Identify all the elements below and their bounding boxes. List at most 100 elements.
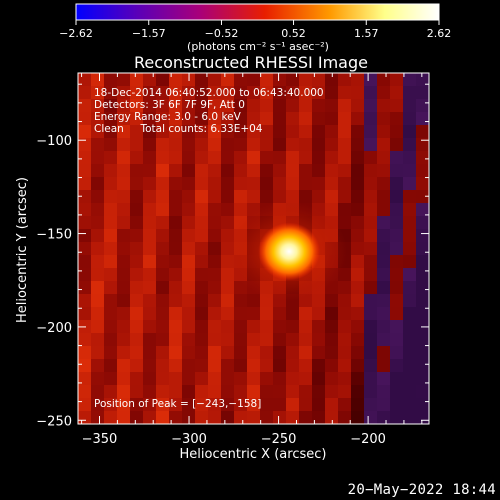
- heatmap-cell: [182, 138, 196, 152]
- heatmap-cell: [338, 112, 352, 126]
- heatmap-cell: [247, 177, 261, 191]
- heatmap-cell: [377, 385, 391, 399]
- heatmap-cell: [117, 229, 131, 243]
- heatmap-cell: [143, 86, 157, 100]
- heatmap-cell: [195, 125, 209, 139]
- heatmap-cell: [299, 190, 313, 204]
- heatmap-cell: [156, 164, 170, 178]
- heatmap-cell: [104, 151, 118, 165]
- annotation-line: Energy Range: 3.0 - 6.0 keV: [94, 111, 242, 123]
- heatmap-cell: [182, 203, 196, 217]
- heatmap-cell: [247, 138, 261, 152]
- heatmap-cell: [117, 164, 131, 178]
- heatmap-cell: [390, 359, 404, 373]
- heatmap-cell: [208, 203, 222, 217]
- heatmap-cell: [416, 73, 429, 87]
- heatmap-cell: [403, 411, 417, 424]
- heatmap-cell: [260, 385, 274, 399]
- heatmap-cell: [247, 359, 261, 373]
- heatmap-cell: [169, 398, 183, 412]
- heatmap-cell: [143, 190, 157, 204]
- heatmap-cell: [104, 359, 118, 373]
- heatmap-cell: [403, 164, 417, 178]
- heatmap-cell: [169, 73, 183, 87]
- heatmap-cell: [312, 307, 326, 321]
- heatmap-cell: [182, 255, 196, 269]
- heatmap-cell: [78, 151, 92, 165]
- heatmap-cell: [208, 333, 222, 347]
- heatmap-cell: [208, 242, 222, 256]
- heatmap-cell: [286, 164, 300, 178]
- heatmap-cell: [221, 281, 235, 295]
- heatmap-cell: [325, 346, 339, 360]
- heatmap-cell: [221, 268, 235, 282]
- heatmap-cell: [182, 242, 196, 256]
- heatmap-cell: [104, 190, 118, 204]
- heatmap-cell: [351, 86, 365, 100]
- heatmap-cell: [390, 112, 404, 126]
- heatmap-cell: [78, 398, 92, 412]
- heatmap-cell: [273, 164, 287, 178]
- heatmap-cell: [91, 346, 105, 360]
- heatmap-cell: [156, 151, 170, 165]
- heatmap-cell: [351, 255, 365, 269]
- heatmap-cell: [221, 203, 235, 217]
- heatmap-cell: [377, 398, 391, 412]
- heatmap-cell: [182, 398, 196, 412]
- heatmap-cell: [273, 86, 287, 100]
- heatmap-cell: [234, 177, 248, 191]
- heatmap-cell: [416, 203, 429, 217]
- heatmap-cell: [130, 372, 144, 386]
- heatmap-cell: [195, 346, 209, 360]
- heatmap-cell: [299, 177, 313, 191]
- heatmap-cell: [234, 333, 248, 347]
- heatmap-cell: [104, 294, 118, 308]
- heatmap-cell: [338, 346, 352, 360]
- heatmap-cell: [390, 346, 404, 360]
- heatmap-cell: [182, 112, 196, 126]
- heatmap-cell: [91, 112, 105, 126]
- heatmap-cell: [91, 359, 105, 373]
- heatmap-cell: [117, 216, 131, 230]
- heatmap-cell: [351, 216, 365, 230]
- heatmap-cell: [390, 333, 404, 347]
- heatmap-cell: [234, 190, 248, 204]
- heatmap-cell: [156, 177, 170, 191]
- heatmap-cell: [338, 73, 352, 87]
- heatmap-cell: [182, 177, 196, 191]
- heatmap-cell: [260, 177, 274, 191]
- heatmap-cell: [117, 398, 131, 412]
- heatmap-cell: [78, 229, 92, 243]
- heatmap-cell: [208, 190, 222, 204]
- heatmap-cell: [221, 333, 235, 347]
- heatmap-cell: [169, 385, 183, 399]
- heatmap-cell: [351, 294, 365, 308]
- heatmap-cell: [104, 99, 118, 113]
- heatmap-cell: [117, 190, 131, 204]
- heatmap-cell: [91, 203, 105, 217]
- heatmap-cell: [156, 359, 170, 373]
- heatmap-cell: [208, 229, 222, 243]
- heatmap-cell: [195, 164, 209, 178]
- heatmap-cell: [351, 307, 365, 321]
- heatmap-cell: [416, 112, 429, 126]
- heatmap-cell: [312, 398, 326, 412]
- heatmap-cell: [377, 190, 391, 204]
- heatmap-cell: [390, 398, 404, 412]
- heatmap-cell: [208, 73, 222, 87]
- plot-frame: [77, 72, 430, 425]
- heatmap-cell: [312, 190, 326, 204]
- heatmap-cell: [208, 411, 222, 424]
- heatmap-cell: [312, 385, 326, 399]
- heatmap-cell: [182, 359, 196, 373]
- heatmap-cell: [143, 294, 157, 308]
- heatmap-cell: [351, 164, 365, 178]
- heatmap-cell: [130, 73, 144, 87]
- heatmap-cell: [338, 138, 352, 152]
- heatmap-cell: [78, 99, 92, 113]
- annotation-line: 18-Dec-2014 06:40:52.000 to 06:43:40.000: [94, 87, 324, 99]
- heatmap-cell: [273, 346, 287, 360]
- heatmap-cell: [208, 398, 222, 412]
- heatmap-cell: [416, 346, 429, 360]
- heatmap-cell: [91, 190, 105, 204]
